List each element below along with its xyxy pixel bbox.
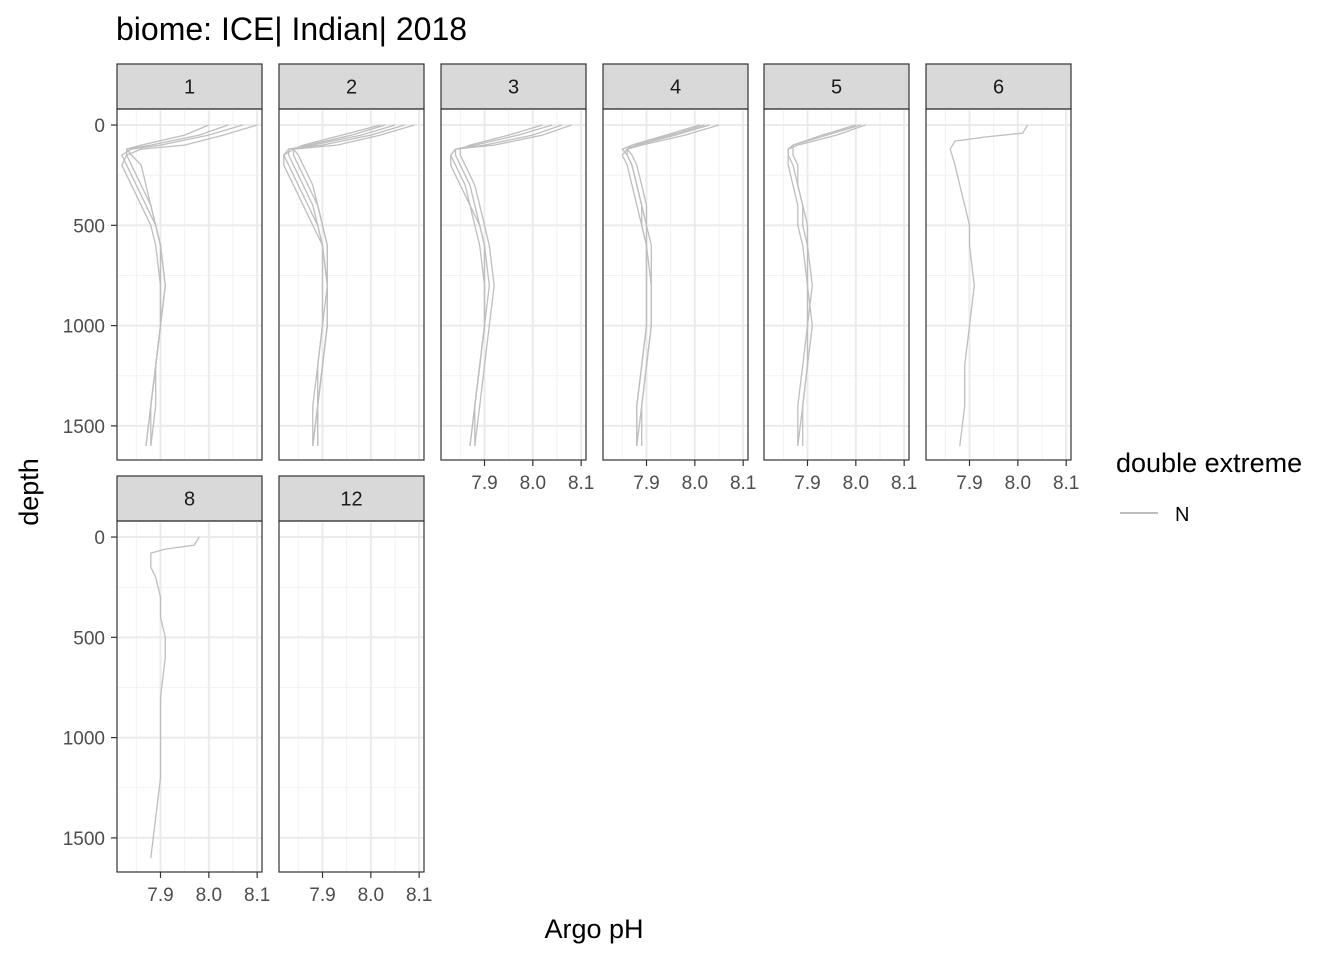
panel-border [763, 108, 910, 461]
x-tick-label: 7.9 [147, 885, 173, 906]
x-tick-label: 8.0 [843, 473, 869, 494]
profile-line [949, 124, 1029, 447]
x-tick-label: 8.1 [891, 473, 917, 494]
facet-strip-label: 1 [184, 77, 195, 99]
y-tick-label: 1000 [63, 729, 105, 750]
x-tick-label: 7.9 [794, 473, 820, 494]
facet-strip [116, 475, 263, 522]
x-tick-label: 7.9 [309, 885, 335, 906]
facet-strip-label: 8 [184, 489, 195, 511]
panel-border [278, 108, 425, 461]
y-tick-label: 500 [73, 628, 105, 649]
x-tick-label: 8.1 [568, 473, 594, 494]
facet-panel-2: 2 [278, 63, 425, 461]
facet-strip-label: 2 [346, 77, 357, 99]
x-tick-label: 8.0 [682, 473, 708, 494]
facet-panel-1: 1 0 500 1000 1500 [63, 63, 263, 461]
x-tick-label: 7.9 [956, 473, 982, 494]
profile-line [449, 124, 563, 446]
facet-strip [116, 63, 263, 110]
y-axis-title: depth [14, 458, 44, 526]
legend-title: double extreme [1116, 448, 1302, 478]
profile-line [125, 124, 210, 447]
x-axis-title: Argo pH [544, 914, 643, 944]
profile-line [626, 124, 710, 447]
facet-panels: 1 0 500 1000 1500 2 3 7.9 8.0 8.1 4 7.9 8.0 8.1 5 7.9 8.… [63, 63, 1079, 906]
panel-border [116, 108, 263, 461]
y-tick-label: 1000 [63, 317, 105, 338]
legend: double extreme N [1116, 448, 1302, 526]
y-tick-label: 0 [94, 116, 105, 137]
profile-line [126, 124, 229, 447]
profile-line [787, 124, 866, 446]
panel-border [925, 108, 1072, 461]
facet-strip-label: 4 [670, 77, 681, 99]
facet-panel-6: 6 7.9 8.0 8.1 [925, 63, 1079, 494]
x-tick-label: 8.0 [358, 885, 384, 906]
x-tick-label: 8.1 [1053, 473, 1079, 494]
facet-panel-4: 4 7.9 8.0 8.1 [602, 63, 756, 494]
x-tick-label: 8.0 [520, 473, 546, 494]
x-tick-label: 8.1 [406, 885, 432, 906]
profile-line [454, 124, 553, 447]
facet-strip [278, 63, 425, 110]
facet-strip [602, 63, 749, 110]
facet-strip-label: 12 [340, 489, 362, 511]
profile-line [288, 124, 396, 446]
x-tick-label: 8.1 [730, 473, 756, 494]
y-tick-label: 1500 [63, 829, 105, 850]
facet-strip [278, 475, 425, 522]
panel-border [116, 520, 263, 873]
profile-line [292, 124, 381, 446]
x-tick-label: 8.0 [1005, 473, 1031, 494]
facet-panel-12: 12 7.9 8.0 8.1 [278, 475, 432, 906]
x-tick-label: 7.9 [633, 473, 659, 494]
profile-line [120, 124, 243, 446]
profile-line [792, 124, 856, 447]
facet-strip-label: 5 [831, 77, 842, 99]
profile-line [459, 124, 543, 447]
x-tick-label: 8.0 [196, 885, 222, 906]
facet-strip [763, 63, 910, 110]
x-tick-label: 8.1 [244, 885, 270, 906]
profile-line [121, 124, 258, 447]
facet-strip-label: 6 [993, 77, 1004, 99]
profile-line [150, 536, 200, 859]
y-tick-label: 500 [73, 216, 105, 237]
x-tick-label: 7.9 [471, 473, 497, 494]
panel-border [278, 520, 425, 873]
panel-border [440, 108, 587, 461]
profile-line [626, 124, 700, 446]
facet-strip-label: 3 [508, 77, 519, 99]
y-tick-label: 0 [94, 528, 105, 549]
legend-entry-n: N [1175, 504, 1189, 526]
facet-panel-3: 3 7.9 8.0 8.1 [440, 63, 594, 494]
facet-panel-8: 8 0 500 1000 1500 7.9 8.0 8.1 [63, 475, 270, 906]
plot-title: biome: ICE| Indian| 2018 [116, 11, 467, 47]
facet-panel-5: 5 7.9 8.0 8.1 [763, 63, 917, 494]
profile-line [621, 124, 705, 446]
y-tick-label: 1500 [63, 417, 105, 438]
panel-border [602, 108, 749, 461]
